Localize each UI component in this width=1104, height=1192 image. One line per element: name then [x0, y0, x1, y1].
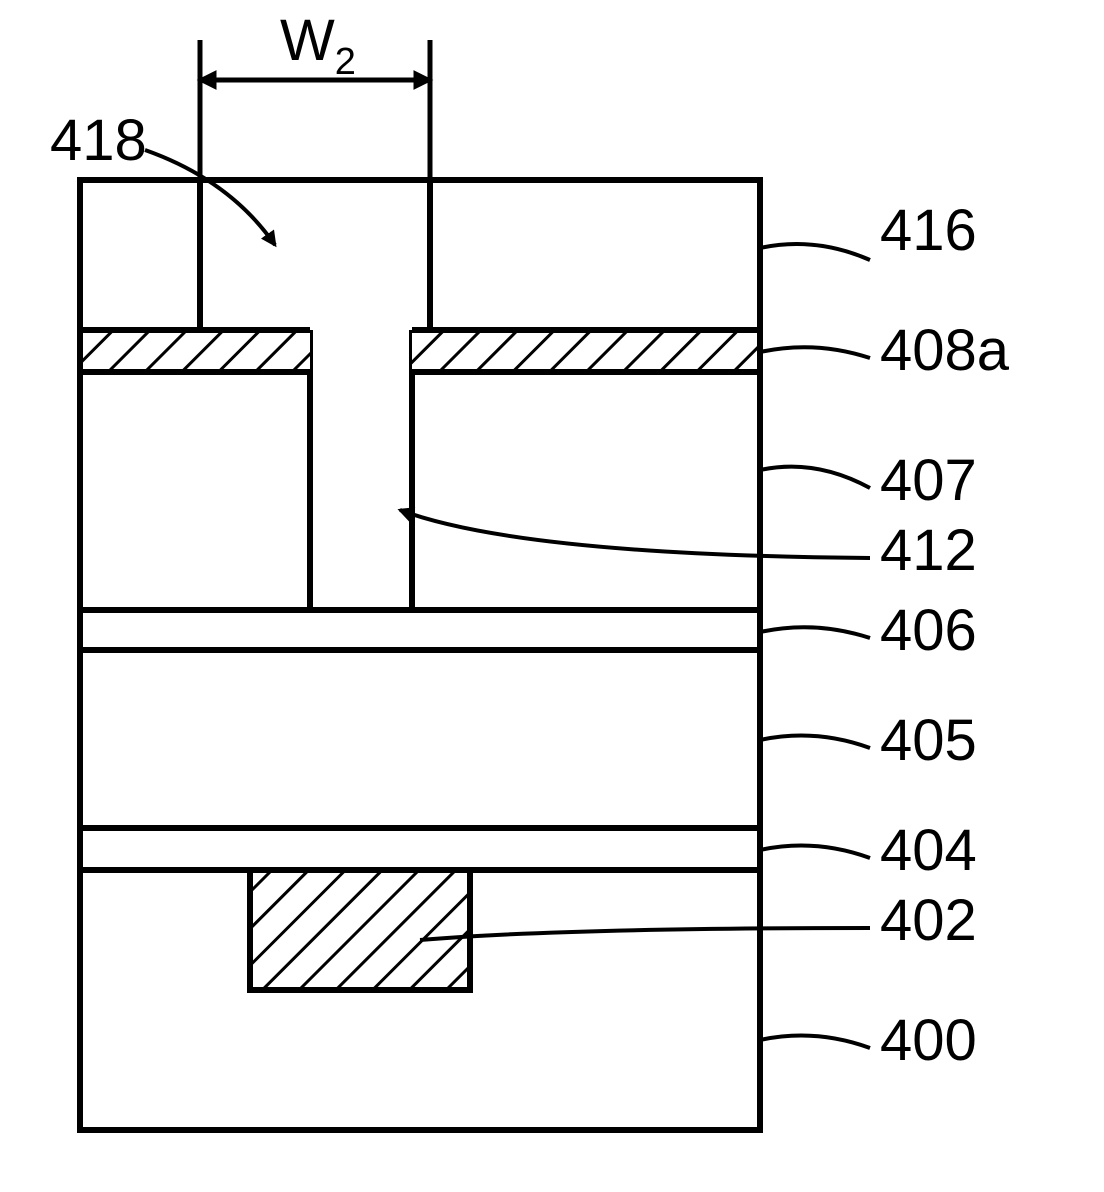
callout-c400-label: 400	[880, 1008, 977, 1073]
dimension-w2-label: W2	[280, 8, 356, 83]
region-408a-left	[80, 330, 310, 372]
callout-c408a-leader	[760, 347, 870, 358]
callout-c412-leader	[400, 510, 870, 558]
callout-c404-label: 404	[880, 818, 977, 883]
callout-c404-leader	[760, 846, 870, 859]
callout-c412-label: 412	[880, 518, 977, 583]
callout-c418-leader	[145, 150, 275, 245]
callout-c408a-label: 408a	[880, 318, 1010, 383]
callout-c407-leader	[760, 467, 870, 488]
callout-c400-leader	[760, 1036, 870, 1049]
callout-c416-leader	[760, 244, 870, 260]
callout-c405-leader	[760, 736, 870, 749]
callout-c406-label: 406	[880, 598, 977, 663]
callout-c418-label: 418	[50, 108, 147, 173]
region-408a-right	[412, 330, 760, 372]
callout-c416-label: 416	[880, 198, 977, 263]
callout-c407-label: 407	[880, 448, 977, 513]
callout-c402-leader	[420, 928, 870, 940]
region-402	[250, 870, 470, 990]
callout-c402-label: 402	[880, 888, 977, 953]
callout-c405-label: 405	[880, 708, 977, 773]
callout-c406-leader	[760, 627, 870, 638]
